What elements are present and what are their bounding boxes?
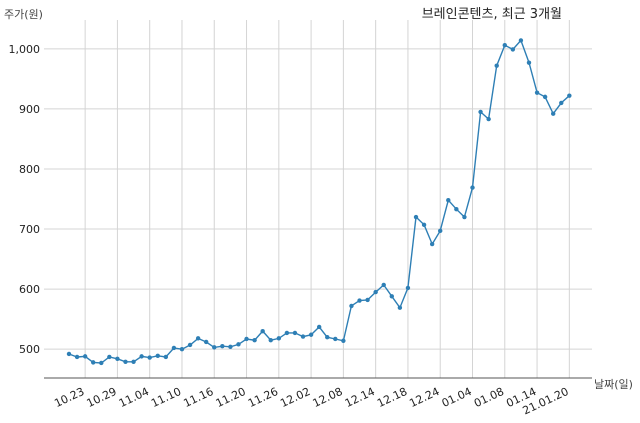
data-point bbox=[187, 342, 193, 348]
data-point bbox=[405, 285, 411, 291]
x-tick-label: 11.04 bbox=[117, 385, 151, 410]
y-tick-label: 600 bbox=[19, 283, 40, 296]
y-tick-label: 900 bbox=[19, 103, 40, 116]
data-point bbox=[82, 354, 88, 359]
y-tick-label: 800 bbox=[19, 163, 40, 176]
y-tick-label: 500 bbox=[19, 343, 40, 356]
data-point bbox=[567, 93, 572, 98]
data-point bbox=[74, 354, 80, 360]
data-point bbox=[542, 94, 548, 100]
x-tick-label: 12.14 bbox=[343, 385, 377, 410]
data-point bbox=[551, 111, 556, 116]
chart-title: 브레인콘텐츠, 최근 3개월 bbox=[422, 7, 562, 22]
data-point bbox=[139, 354, 144, 359]
data-point bbox=[462, 214, 467, 220]
data-point bbox=[66, 351, 72, 357]
data-point bbox=[413, 214, 419, 220]
data-point bbox=[123, 359, 128, 364]
data-point bbox=[534, 90, 540, 95]
data-point bbox=[99, 360, 104, 366]
data-point bbox=[446, 198, 451, 203]
x-tick-label: 10.29 bbox=[85, 385, 119, 410]
data-point bbox=[365, 297, 370, 303]
data-point bbox=[470, 185, 475, 190]
x-tick-label: 12.18 bbox=[375, 385, 409, 410]
data-point bbox=[212, 345, 217, 350]
x-tick-label: 01.08 bbox=[472, 385, 506, 410]
data-point bbox=[429, 241, 435, 247]
data-point bbox=[454, 207, 459, 212]
x-tick-label: 12.08 bbox=[311, 385, 345, 410]
data-point bbox=[107, 354, 112, 360]
data-point bbox=[349, 303, 354, 309]
data-point bbox=[131, 359, 136, 364]
y-tick-label: 1,000 bbox=[9, 43, 41, 56]
grid bbox=[44, 20, 592, 378]
data-point bbox=[397, 305, 403, 310]
data-point bbox=[284, 330, 290, 336]
data-point bbox=[316, 324, 322, 330]
data-point bbox=[155, 353, 160, 358]
data-point bbox=[389, 294, 394, 299]
data-point bbox=[486, 116, 491, 122]
data-point bbox=[373, 289, 378, 295]
data-point bbox=[300, 334, 306, 339]
data-point bbox=[236, 342, 241, 347]
data-point bbox=[381, 282, 386, 288]
data-point bbox=[228, 344, 233, 349]
data-point bbox=[510, 47, 516, 52]
data-point bbox=[260, 328, 265, 334]
x-tick-label: 10.23 bbox=[52, 385, 86, 410]
data-point bbox=[203, 339, 209, 345]
data-point bbox=[502, 43, 507, 48]
data-point bbox=[478, 109, 483, 115]
data-point bbox=[292, 330, 298, 336]
x-tick-label: 01.04 bbox=[440, 385, 474, 410]
data-point bbox=[341, 338, 346, 343]
x-tick-label: 11.10 bbox=[149, 385, 183, 410]
data-point bbox=[325, 334, 330, 340]
data-point bbox=[333, 336, 338, 342]
x-axis-title: 날짜(일) bbox=[594, 377, 633, 391]
series-line bbox=[68, 39, 570, 364]
data-point bbox=[115, 356, 120, 361]
data-point bbox=[438, 228, 443, 234]
x-tick-label: 12.24 bbox=[407, 385, 441, 410]
data-point bbox=[147, 355, 152, 360]
data-point bbox=[308, 332, 314, 337]
x-tick-label: 11.16 bbox=[181, 385, 215, 410]
data-point bbox=[171, 345, 177, 351]
data-point bbox=[195, 336, 201, 341]
data-point bbox=[163, 354, 169, 360]
data-point bbox=[244, 336, 249, 342]
y-tick-label: 700 bbox=[19, 223, 40, 236]
data-point bbox=[268, 337, 273, 343]
data-point bbox=[494, 63, 499, 68]
x-tick-label: 11.20 bbox=[214, 385, 248, 410]
data-point bbox=[559, 100, 564, 106]
x-tick-label: 12.02 bbox=[278, 385, 312, 410]
x-tick-label: 11.26 bbox=[246, 385, 280, 410]
data-point bbox=[357, 298, 362, 303]
data-point bbox=[220, 343, 225, 349]
data-point bbox=[421, 222, 427, 228]
data-point bbox=[179, 346, 185, 352]
data-point bbox=[252, 337, 257, 343]
data-point bbox=[276, 336, 282, 341]
series bbox=[66, 38, 572, 366]
y-axis-title: 주가(원) bbox=[4, 8, 43, 21]
data-point bbox=[518, 38, 524, 43]
data-point bbox=[526, 60, 532, 65]
data-point bbox=[91, 360, 96, 365]
